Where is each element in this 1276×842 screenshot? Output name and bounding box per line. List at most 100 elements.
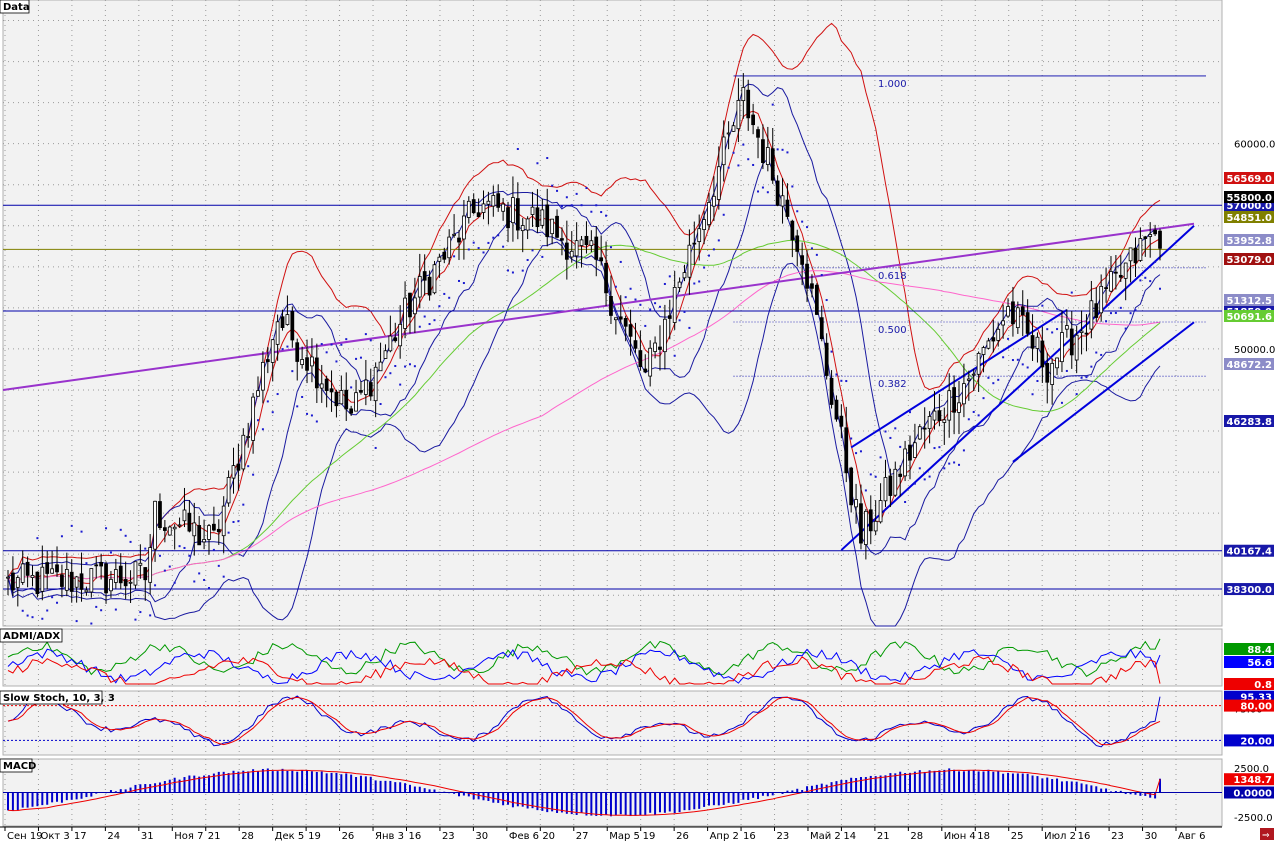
parabolic-sar-dot bbox=[575, 192, 578, 195]
parabolic-sar-dot bbox=[796, 210, 799, 213]
macd-histogram-bar bbox=[663, 792, 666, 813]
candle-body bbox=[236, 463, 241, 471]
candle-body bbox=[962, 383, 966, 405]
candle-body bbox=[378, 361, 383, 372]
macd-histogram-bar bbox=[869, 775, 872, 793]
candle-body bbox=[74, 576, 79, 588]
parabolic-sar-dot bbox=[845, 380, 848, 383]
macd-histogram-bar bbox=[36, 792, 39, 807]
time-axis-label: 28 bbox=[241, 831, 254, 842]
price-axis: 50000.060000.057000.051850.040167.438300… bbox=[1224, 0, 1276, 828]
parabolic-sar-dot bbox=[933, 447, 936, 450]
macd-histogram-bar bbox=[242, 770, 245, 793]
price-label-text: 56569.0 bbox=[1226, 174, 1272, 185]
candle-body bbox=[868, 509, 873, 532]
candle-body bbox=[476, 212, 481, 218]
macd-histogram-bar bbox=[992, 771, 995, 793]
adx-pane-title-text: ADMI/ADX bbox=[3, 631, 60, 642]
candle-body bbox=[334, 391, 339, 407]
candle-body bbox=[800, 255, 805, 265]
candle-body bbox=[1015, 307, 1020, 329]
candle-body bbox=[1050, 362, 1055, 385]
candle-body bbox=[922, 427, 927, 430]
candle-body bbox=[177, 524, 182, 527]
parabolic-sar-dot bbox=[855, 452, 858, 455]
macd-histogram-bar bbox=[247, 771, 250, 793]
macd-histogram-bar bbox=[761, 792, 764, 796]
macd-histogram-bar bbox=[472, 792, 475, 800]
parabolic-sar-dot bbox=[222, 575, 225, 578]
macd-histogram-bar bbox=[75, 792, 78, 800]
parabolic-sar-dot bbox=[70, 524, 73, 527]
price-label-text: 80.00 bbox=[1240, 702, 1272, 713]
price-label-text: 46283.8 bbox=[1226, 417, 1272, 428]
candle-body bbox=[854, 499, 858, 508]
macd-histogram-bar bbox=[276, 771, 279, 793]
parabolic-sar-dot bbox=[997, 378, 1000, 381]
parabolic-sar-dot bbox=[879, 456, 882, 459]
parabolic-sar-dot bbox=[134, 618, 137, 621]
time-axis-label: Мар 5 bbox=[609, 831, 640, 842]
parabolic-sar-dot bbox=[408, 363, 411, 366]
macd-histogram-bar bbox=[56, 792, 59, 802]
pane-background-adx bbox=[2, 628, 1223, 687]
parabolic-sar-dot bbox=[188, 554, 191, 557]
parabolic-sar-dot bbox=[330, 343, 333, 346]
macd-histogram-bar bbox=[1129, 792, 1132, 795]
macd-histogram-bar bbox=[570, 792, 573, 815]
macd-histogram-bar bbox=[639, 792, 642, 816]
macd-histogram-bar bbox=[771, 792, 774, 796]
parabolic-sar-dot bbox=[810, 247, 813, 250]
candle-body bbox=[1153, 229, 1157, 235]
parabolic-sar-dot bbox=[198, 572, 201, 575]
price-label-background bbox=[1224, 656, 1274, 668]
macd-histogram-bar bbox=[198, 776, 201, 793]
macd-histogram-bar bbox=[271, 771, 274, 793]
scroll-corner-button[interactable]: ⇒ bbox=[1260, 828, 1274, 841]
time-axis-label: 28 bbox=[910, 831, 923, 842]
parabolic-sar-dot bbox=[369, 339, 372, 342]
time-axis-label: 16 bbox=[1078, 831, 1091, 842]
macd-histogram-bar bbox=[796, 788, 799, 793]
macd-histogram-bar bbox=[507, 792, 510, 805]
macd-histogram-bar bbox=[668, 792, 671, 812]
candle-body bbox=[530, 206, 535, 215]
parabolic-sar-dot bbox=[276, 393, 279, 396]
fibonacci-ratio-label: 0.618 bbox=[878, 271, 907, 282]
parabolic-sar-dot bbox=[467, 248, 470, 251]
candle-body bbox=[765, 147, 770, 165]
macd-histogram-bar bbox=[222, 771, 225, 793]
candle-body bbox=[971, 373, 976, 376]
macd-histogram-bar bbox=[355, 777, 358, 793]
price-label-background bbox=[1224, 544, 1274, 557]
adx-series-line bbox=[7, 638, 1161, 677]
candle-body bbox=[403, 297, 407, 329]
channel-parallel-line bbox=[1012, 321, 1195, 463]
candle-body bbox=[182, 509, 187, 522]
candle-body bbox=[1020, 306, 1025, 316]
macd-histogram-bar bbox=[894, 773, 897, 793]
parabolic-sar-dot bbox=[747, 158, 750, 161]
candle-body bbox=[1084, 332, 1089, 335]
macd-histogram-bar bbox=[541, 792, 544, 811]
parabolic-sar-dot bbox=[1026, 366, 1029, 369]
parabolic-sar-dot bbox=[149, 614, 152, 617]
parabolic-sar-dot bbox=[654, 302, 657, 305]
price-label-box: 54851.0 bbox=[1224, 211, 1274, 224]
price-label-text: 53952.8 bbox=[1226, 236, 1272, 247]
parabolic-sar-dot bbox=[399, 383, 402, 386]
parabolic-sar-dot bbox=[560, 205, 563, 208]
parabolic-sar-dot bbox=[761, 186, 764, 189]
macd-histogram-bar bbox=[693, 792, 696, 810]
macd-histogram-bar bbox=[281, 768, 284, 793]
candle-body bbox=[716, 166, 721, 200]
macd-histogram-bar bbox=[923, 771, 926, 793]
macd-histogram-bar bbox=[658, 792, 661, 813]
macd-histogram-bar bbox=[850, 777, 853, 793]
candle-body bbox=[790, 220, 795, 241]
macd-histogram-bar bbox=[70, 792, 73, 800]
candle-body bbox=[785, 199, 790, 217]
candle-body bbox=[849, 467, 854, 506]
candle-body bbox=[1109, 271, 1113, 292]
macd-histogram-bar bbox=[119, 789, 122, 793]
